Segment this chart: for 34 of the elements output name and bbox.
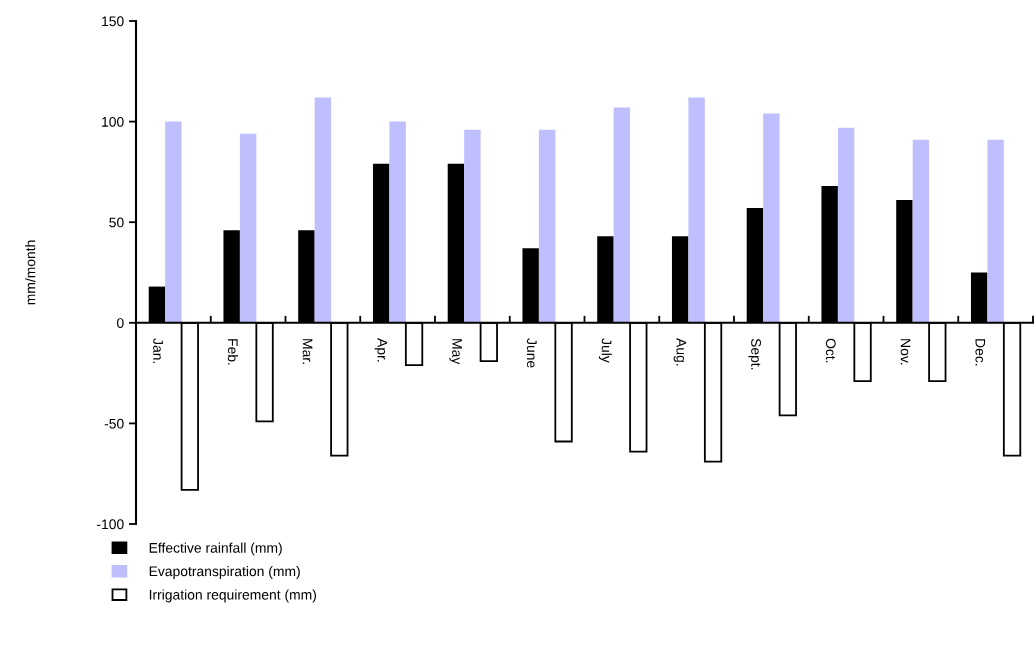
- x-tick-label: Mar.: [302, 339, 313, 364]
- bar: [314, 97, 332, 323]
- y-tick-label: 150: [102, 16, 124, 27]
- x-tick-label: Feb.: [227, 339, 239, 365]
- bar: [538, 129, 556, 323]
- x-tick-label: June: [526, 338, 537, 368]
- x-tick-label: Sept.: [748, 338, 761, 370]
- bar: [987, 139, 1004, 323]
- x-tick-label: Aug.: [673, 338, 687, 366]
- y-tick-label: -100: [97, 519, 124, 530]
- bar: [464, 129, 481, 323]
- bar: [389, 121, 406, 323]
- bar: [165, 121, 182, 323]
- x-tick-label: Apr.: [374, 338, 388, 362]
- bar: [688, 97, 705, 323]
- bar: [239, 133, 257, 323]
- x-tick-label: May: [449, 339, 462, 365]
- legend-label: Irrigation requirement (mm): [149, 589, 316, 603]
- bar: [613, 107, 631, 323]
- y-tick-label: 0: [117, 318, 124, 328]
- x-tick-label: Oct.: [825, 338, 836, 363]
- x-tick-label: July: [598, 338, 612, 363]
- legend-label: Effective rainfall (mm): [149, 542, 282, 556]
- x-tick-label: Nov.: [900, 339, 911, 365]
- y-tick-label: 100: [102, 116, 124, 127]
- y-tick-label: 50: [109, 217, 124, 228]
- bar: [912, 139, 930, 323]
- bar: [763, 113, 780, 323]
- bar: [837, 127, 855, 323]
- x-tick-label: Dec.: [975, 339, 986, 366]
- y-axis-title: mm/month: [25, 240, 36, 305]
- legend-label: Evapotranspiration (mm): [149, 566, 300, 579]
- y-tick-label: -50: [104, 418, 124, 429]
- x-tick-label: Jan.: [153, 338, 163, 364]
